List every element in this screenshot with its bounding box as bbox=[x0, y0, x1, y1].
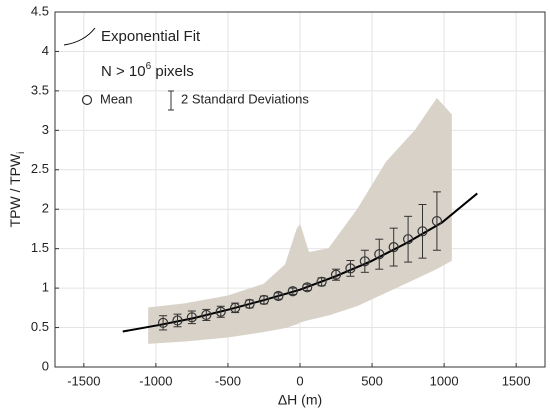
mean-marker bbox=[287, 286, 298, 297]
mean-marker bbox=[215, 306, 226, 317]
mean-marker bbox=[359, 256, 370, 267]
mean-marker bbox=[316, 276, 327, 287]
legend-mean-icon bbox=[81, 94, 93, 106]
x-tick-label: 500 bbox=[361, 373, 383, 388]
legend-fit-label: Exponential Fit bbox=[101, 28, 201, 45]
y-axis-label: TPW / TPWi bbox=[7, 152, 27, 228]
legend-mean-label: Mean bbox=[100, 91, 133, 106]
legend-error-label: 2 Standard Deviations bbox=[181, 91, 309, 106]
x-tick-label: -1000 bbox=[139, 373, 172, 388]
error-bar bbox=[360, 249, 369, 273]
y-axis-label-text: TPW / TPW bbox=[7, 153, 23, 227]
mean-marker bbox=[431, 215, 443, 227]
y-tick-label: 2.5 bbox=[31, 161, 49, 176]
mean-marker bbox=[186, 312, 198, 323]
y-axis-label-sub: i bbox=[16, 152, 27, 154]
y-tick-label: 2 bbox=[42, 201, 49, 216]
mean-marker bbox=[302, 282, 313, 293]
scatter-cloud bbox=[148, 97, 452, 344]
y-tick-label: 0 bbox=[42, 358, 49, 373]
plot-frame bbox=[54, 11, 546, 368]
mean-marker bbox=[374, 249, 385, 260]
legend-error-icon bbox=[168, 90, 174, 111]
mean-marker bbox=[172, 315, 183, 326]
error-bar bbox=[346, 260, 355, 277]
annotation-rest: pixels bbox=[151, 63, 194, 80]
mean-marker bbox=[388, 241, 399, 253]
error-bar bbox=[418, 203, 427, 259]
x-tick-label: 1500 bbox=[502, 373, 531, 388]
mean-marker bbox=[402, 234, 414, 245]
error-bar bbox=[389, 227, 398, 267]
mean-marker bbox=[345, 263, 356, 274]
error-bar bbox=[375, 238, 384, 270]
error-bar bbox=[332, 268, 341, 281]
x-tick-label: -1500 bbox=[67, 373, 100, 388]
error-bar bbox=[216, 305, 225, 318]
error-bar bbox=[432, 191, 441, 251]
x-axis-label: ΔH (m) bbox=[278, 392, 322, 408]
mean-marker bbox=[230, 302, 241, 313]
annotation-text: N > 10 bbox=[101, 63, 146, 80]
mean-marker bbox=[157, 317, 169, 328]
annotation: N > 106 pixels bbox=[101, 61, 194, 80]
mean-marker bbox=[273, 290, 284, 302]
legend-fit-icon bbox=[63, 27, 96, 46]
mean-marker bbox=[244, 298, 255, 309]
x-tick-label: 0 bbox=[296, 373, 303, 388]
error-bar bbox=[404, 215, 413, 263]
x-tick-label: -500 bbox=[215, 373, 241, 388]
y-tick-label: 0.5 bbox=[31, 319, 49, 334]
mean-marker bbox=[417, 226, 428, 237]
y-tick-label: 4 bbox=[42, 43, 49, 58]
mean-marker bbox=[201, 309, 212, 321]
mean-marker bbox=[258, 294, 270, 306]
mean-marker bbox=[330, 269, 342, 280]
error-bar bbox=[202, 308, 211, 321]
annotation-sup: 6 bbox=[146, 61, 152, 72]
y-tick-label: 3 bbox=[42, 122, 49, 137]
y-tick-label: 1 bbox=[42, 280, 49, 295]
y-tick-label: 1.5 bbox=[31, 240, 49, 255]
x-tick-label: 1000 bbox=[430, 373, 459, 388]
y-tick-label: 4.5 bbox=[31, 3, 49, 18]
y-tick-label: 3.5 bbox=[31, 82, 49, 97]
